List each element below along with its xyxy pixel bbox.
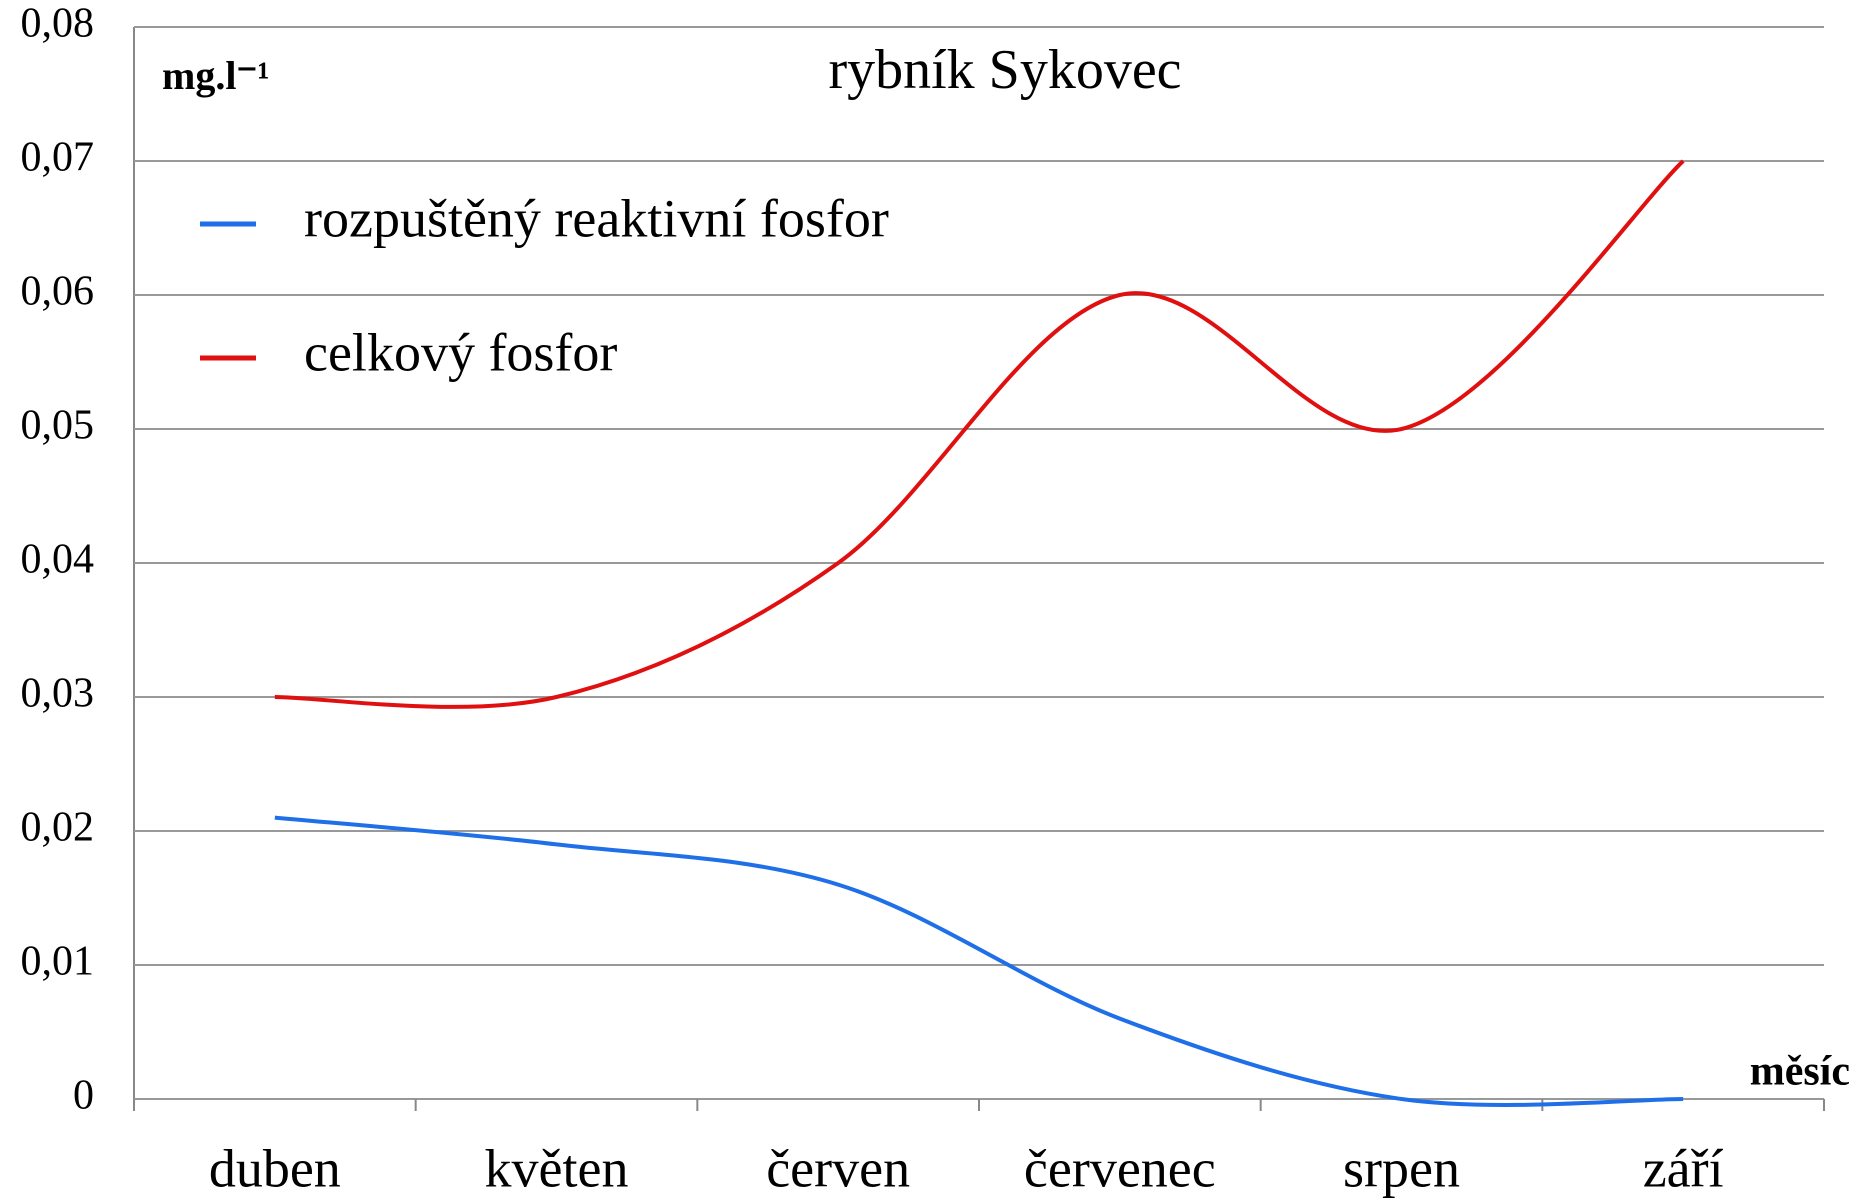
chart-title: rybník Sykovec: [828, 39, 1181, 101]
x-tick-label: srpen: [1343, 1138, 1460, 1198]
y-tick-label: 0,03: [21, 671, 95, 717]
y-tick-label: 0,06: [21, 269, 95, 315]
legend-label: rozpuštěný reaktivní fosfor: [304, 188, 889, 248]
y-tick-label: 0,01: [21, 939, 95, 985]
y-axis-label: mg.l⁻¹: [162, 53, 270, 98]
y-tick-label: 0,07: [21, 135, 95, 181]
x-tick-label: červenec: [1024, 1138, 1216, 1198]
x-tick-label: září: [1643, 1138, 1724, 1198]
x-tick-label: květen: [485, 1138, 629, 1198]
y-tick-label: 0,04: [21, 537, 95, 583]
y-tick-label: 0,05: [21, 403, 95, 449]
y-tick-label: 0,02: [21, 805, 95, 851]
y-tick-label: 0: [73, 1073, 94, 1119]
x-tick-label: červen: [766, 1138, 910, 1198]
series-line: [274, 159, 1685, 709]
series-line: [274, 815, 1684, 1107]
y-tick-label: 0,08: [21, 1, 95, 47]
x-tick-label: duben: [209, 1138, 341, 1198]
x-axis-label: měsíc: [1750, 1049, 1850, 1095]
legend-label: celkový fosfor: [304, 322, 617, 382]
